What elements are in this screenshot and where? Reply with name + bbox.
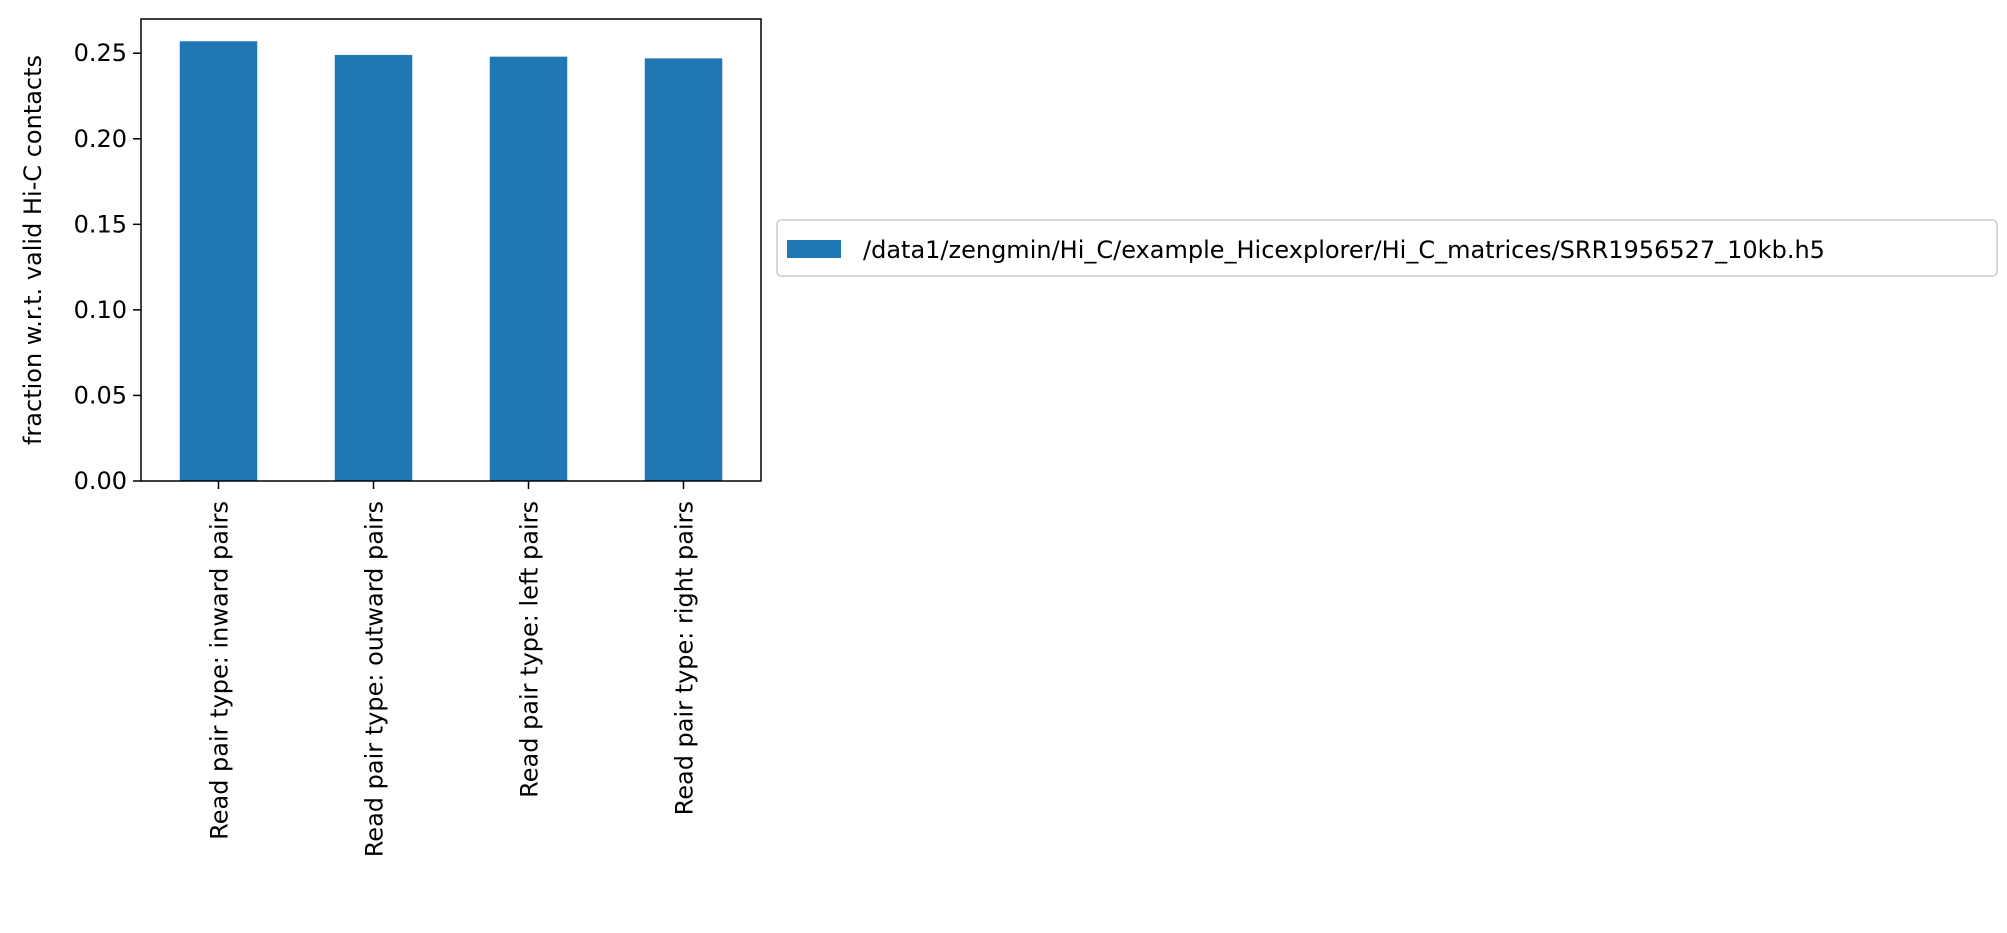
legend: /data1/zengmin/Hi_C/example_Hicexplorer/… xyxy=(776,219,1998,277)
legend-label: /data1/zengmin/Hi_C/example_Hicexplorer/… xyxy=(863,236,1825,264)
legend-frame xyxy=(776,219,1998,277)
x-tick-label: Read pair type: left pairs xyxy=(516,501,544,798)
y-tick-label: 0.25 xyxy=(74,39,127,67)
y-tick-label: 0.05 xyxy=(74,381,127,409)
bar xyxy=(179,41,258,481)
bar xyxy=(644,58,723,481)
x-tick-label: Read pair type: outward pairs xyxy=(361,501,389,857)
plot-frame xyxy=(140,18,762,482)
y-tick-label: 0.00 xyxy=(74,467,127,495)
y-tick-label: 0.20 xyxy=(74,125,127,153)
x-ticks-group: Read pair type: inward pairs Read pair ty… xyxy=(206,481,699,857)
y-tick-label: 0.10 xyxy=(74,296,127,324)
bar xyxy=(489,56,568,482)
y-ticks-group: 0.00 0.05 0.10 0.15 0.20 0.25 xyxy=(74,39,141,495)
y-tick-label: 0.15 xyxy=(74,210,127,238)
x-tick-label: Read pair type: inward pairs xyxy=(206,501,234,840)
legend-swatch xyxy=(787,240,841,258)
bars-group xyxy=(179,41,723,482)
bar xyxy=(334,54,413,481)
y-axis-label: fraction w.r.t. valid Hi-C contacts xyxy=(19,55,47,445)
x-tick-label: Read pair type: right pairs xyxy=(671,501,699,815)
